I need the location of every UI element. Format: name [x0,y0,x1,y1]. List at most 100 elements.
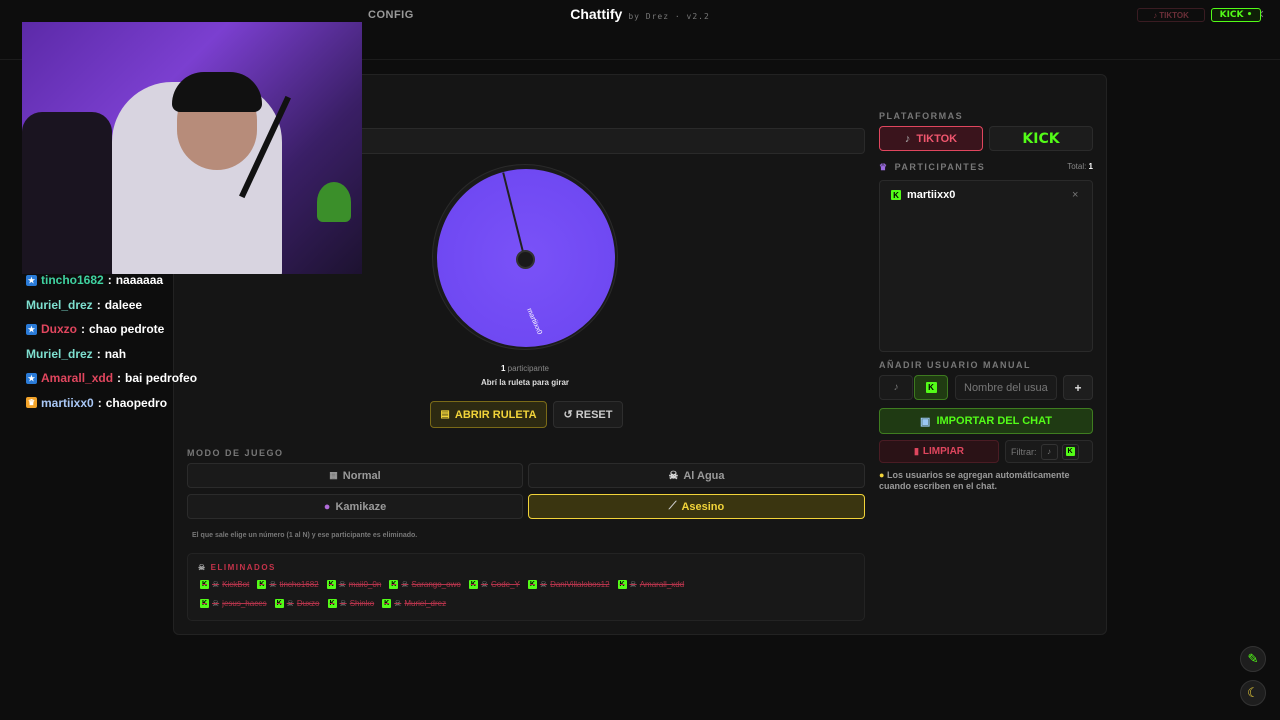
chat-username: tincho1682 [41,273,104,288]
filter-kick-toggle[interactable]: K [1061,443,1079,460]
chat-text: bai pedrofeo [125,371,198,386]
eliminated-chip: K ☠ Muriel_drez [382,599,446,608]
robot-icon: ▣ [920,415,931,428]
mode-agua-button[interactable]: ☠ Al Agua [528,463,865,488]
clear-button[interactable]: ▮ LIMPIAR [879,440,999,463]
spin-hint: Abrí la ruleta para girar [480,378,570,387]
chat-badge-icon: ★ [26,323,37,335]
skull-icon: ☠ [339,599,347,608]
knife-icon: ⟋ [668,500,677,512]
chat-separator: : [107,273,112,288]
skull-icon: ☠ [629,580,637,589]
webcam-hair [172,72,262,112]
edit-button[interactable]: ✎ [1240,646,1266,672]
chat-badge-icon: ♛ [26,397,37,409]
webcam-overlay [22,22,362,274]
mode-kamikaze-label: Kamikaze [335,500,387,513]
nav-tab-config[interactable]: CONFIG [368,9,414,21]
eliminated-name: Code_Y [490,580,520,589]
open-roulette-button[interactable]: ▤ ABRIR RULETA [430,401,547,428]
platforms-label: PLATAFORMAS [879,111,964,121]
participant-count-suffix: participante [505,364,550,373]
chat-text: chaopedro [105,395,168,410]
mode-agua-label: Al Agua [683,469,725,482]
add-platform-kick-toggle[interactable]: K [914,375,948,400]
chat-separator: : [81,322,85,337]
participants-list [879,180,1093,352]
eliminated-name: jesus_haces [222,599,267,608]
filter-tiktok-toggle[interactable]: ♪ [1040,443,1058,460]
open-roulette-label: ABRIR RULETA [454,408,537,421]
eliminated-name: Duxzo [296,599,320,608]
tiktok-icon: ♪ [904,132,911,145]
mode-normal-label: Normal [342,469,381,482]
skull-icon: ☠ [394,599,402,608]
eliminated-chip: K ☠ Amarall_xdd [617,580,684,589]
participants-total-label: Total: [1067,162,1089,171]
add-platform-tiktok-toggle[interactable]: ♪ [879,375,913,400]
app-version: by Drez · v2.2 [628,12,710,21]
skull-icon: ☠ [480,580,488,589]
chat-message: ♛ martiixx0: chaopedro [26,391,197,416]
eliminated-title-text: ELIMINADOS [210,563,276,572]
kick-icon: K [327,599,337,608]
skull-icon: ☠ [198,563,207,572]
roulette-title-input[interactable] [348,128,865,154]
platform-tiktok-button[interactable]: ♪ TIKTOK [879,126,983,151]
eliminated-name: Sarango_owo [411,580,461,589]
skull-icon: ☠ [212,599,220,608]
skull-icon: ☠ [539,580,548,589]
roulette-icon: ▤ [440,409,450,420]
add-user-button[interactable]: + [1063,375,1093,400]
reset-button[interactable]: ↺ RESET [553,401,623,428]
skull-icon: ☠ [269,580,277,589]
chat-separator: : [96,297,101,312]
mode-kamikaze-button[interactable]: ● Kamikaze [187,494,523,519]
kick-icon: K [527,580,537,589]
chat-separator: : [117,371,122,386]
participants-total-value: 1 [1088,162,1093,171]
skull-icon: ☠ [286,599,294,608]
chat-text: daleee [104,297,143,312]
auto-add-hint-text: Los usuarios se agregan automáticamente … [879,470,1070,491]
kick-icon: K [1065,447,1075,456]
chat-username: Muriel_drez [26,297,93,312]
skull-icon: ☠ [668,470,679,482]
pencil-icon: ✎ [1247,651,1259,666]
kick-icon: K [326,580,336,589]
remove-participant-button[interactable]: × [1072,189,1079,201]
status-pill-tiktok[interactable]: ♪ TIKTOK [1137,8,1205,22]
eliminated-name: KickBot [222,580,250,589]
theme-toggle-button[interactable]: ☾ [1240,680,1266,706]
username-input[interactable] [955,375,1057,400]
status-pill-kick[interactable]: KICK • [1211,8,1261,22]
chat-overlay: ★ tincho1682: naaaaaa Muriel_drez: daleee ★ Du… [26,268,197,415]
mode-asesino-button[interactable]: ⟋ Asesino [528,494,865,519]
participants-label-text: PARTICIPANTES [894,162,986,172]
chat-username: Amarall_xdd [41,371,114,386]
eliminated-name: DaniVillalobos12 [550,580,610,589]
chat-username: Muriel_drez [26,346,93,361]
bomb-icon: ● [323,500,331,513]
chat-badge-icon: ★ [26,274,37,286]
dice-icon: ▦ [329,470,338,480]
kick-icon: K [200,580,209,589]
mode-normal-button[interactable]: ▦ Normal [187,463,523,488]
add-user-label: AÑADIR USUARIO MANUAL [879,360,1031,370]
chat-username: Duxzo [41,322,77,337]
eliminated-panel [187,553,865,621]
chat-message: Muriel_drez: nah [26,342,197,367]
kick-icon: K [274,599,284,608]
eliminated-row: K ☠ KickBot K ☠ tincho1682 K ☠ maii0_0n K ☠ Sarango… [200,580,684,589]
users-icon: ♛ [879,162,889,172]
eliminated-name: tincho1682 [279,580,319,589]
import-chat-button[interactable]: ▣ IMPORTAR DEL CHAT [879,408,1093,434]
eliminated-chip: K ☠ Shinko [327,599,374,608]
webcam-chair [22,112,112,274]
lightbulb-icon: ● [879,470,885,480]
skull-icon: ☠ [401,580,409,589]
chat-text: chao pedrote [89,322,165,337]
platform-kick-button[interactable]: KICK [989,126,1093,151]
tiktok-icon: ♪ [1047,447,1051,456]
